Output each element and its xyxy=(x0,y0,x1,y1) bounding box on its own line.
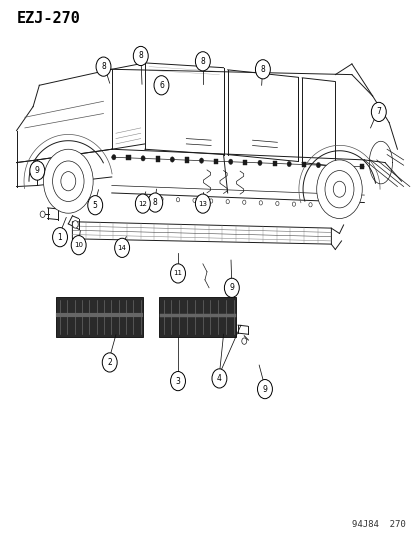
Circle shape xyxy=(43,149,93,213)
Text: 8: 8 xyxy=(152,198,157,207)
Circle shape xyxy=(141,156,145,161)
Bar xyxy=(301,162,305,167)
Circle shape xyxy=(241,338,246,344)
Text: EZJ-270: EZJ-270 xyxy=(17,11,80,26)
Circle shape xyxy=(72,221,78,228)
Text: 5: 5 xyxy=(93,201,97,209)
Text: 3: 3 xyxy=(175,377,180,385)
Circle shape xyxy=(176,198,179,202)
Text: 8: 8 xyxy=(200,57,205,66)
Circle shape xyxy=(40,211,45,217)
Circle shape xyxy=(370,102,385,122)
Text: 9: 9 xyxy=(229,284,234,292)
Text: 14: 14 xyxy=(117,245,126,251)
Text: 13: 13 xyxy=(198,200,207,207)
Circle shape xyxy=(345,164,349,169)
Text: 8: 8 xyxy=(101,62,106,71)
Circle shape xyxy=(102,353,117,372)
Circle shape xyxy=(52,228,67,247)
Circle shape xyxy=(228,159,232,164)
Circle shape xyxy=(287,161,291,167)
Text: 11: 11 xyxy=(173,270,182,277)
Bar xyxy=(243,160,247,165)
Circle shape xyxy=(170,157,174,162)
Text: 2: 2 xyxy=(107,358,112,367)
Circle shape xyxy=(195,52,210,71)
Text: 12: 12 xyxy=(138,200,147,207)
Circle shape xyxy=(88,196,102,215)
Circle shape xyxy=(61,172,76,191)
Circle shape xyxy=(242,200,245,204)
Circle shape xyxy=(154,76,169,95)
Circle shape xyxy=(308,203,311,207)
Circle shape xyxy=(71,236,86,255)
Bar xyxy=(214,158,218,164)
Bar xyxy=(272,161,276,166)
Text: 94J84  270: 94J84 270 xyxy=(351,520,405,529)
Text: 6: 6 xyxy=(159,81,164,90)
Circle shape xyxy=(135,194,150,213)
Text: 1: 1 xyxy=(57,233,62,241)
Circle shape xyxy=(316,160,361,219)
Circle shape xyxy=(96,57,111,76)
Bar xyxy=(184,157,188,163)
Circle shape xyxy=(159,197,163,201)
Circle shape xyxy=(211,369,226,388)
Bar xyxy=(359,164,363,169)
Circle shape xyxy=(147,193,162,212)
Circle shape xyxy=(225,199,229,204)
Text: 10: 10 xyxy=(74,242,83,248)
Circle shape xyxy=(112,155,116,160)
Circle shape xyxy=(332,181,345,197)
Circle shape xyxy=(292,202,295,206)
Bar xyxy=(155,156,159,161)
Circle shape xyxy=(224,278,239,297)
Circle shape xyxy=(255,60,270,79)
Circle shape xyxy=(275,201,278,206)
Bar xyxy=(126,155,130,160)
Circle shape xyxy=(52,161,84,201)
Circle shape xyxy=(199,158,203,163)
Circle shape xyxy=(170,264,185,283)
Text: 9: 9 xyxy=(262,385,267,393)
Circle shape xyxy=(192,198,196,203)
Circle shape xyxy=(257,160,261,166)
Text: 8: 8 xyxy=(260,65,265,74)
Circle shape xyxy=(324,171,353,208)
Text: 8: 8 xyxy=(138,52,143,60)
Circle shape xyxy=(114,238,129,257)
Circle shape xyxy=(170,372,185,391)
Circle shape xyxy=(133,46,148,66)
Bar xyxy=(330,163,334,168)
Circle shape xyxy=(257,379,272,399)
Text: 9: 9 xyxy=(35,166,40,175)
Circle shape xyxy=(209,199,212,203)
Circle shape xyxy=(259,201,262,205)
Polygon shape xyxy=(159,297,235,337)
Text: 4: 4 xyxy=(216,374,221,383)
Circle shape xyxy=(316,163,320,168)
Polygon shape xyxy=(56,297,142,337)
Text: 7: 7 xyxy=(375,108,380,116)
Circle shape xyxy=(30,161,45,180)
Circle shape xyxy=(195,194,210,213)
